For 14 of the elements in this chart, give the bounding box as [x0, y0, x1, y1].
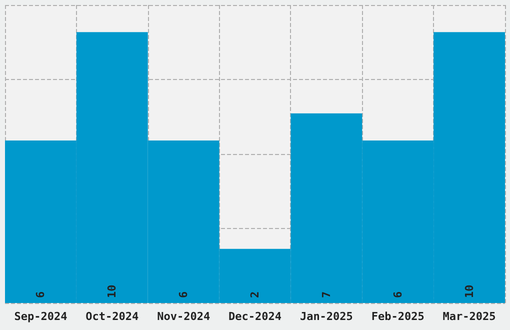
data-label: 6: [34, 291, 48, 298]
x-tick-label: Sep-2024: [14, 310, 68, 323]
data-label: 6: [177, 291, 190, 298]
data-label: 6: [391, 291, 404, 298]
x-tick-label: Nov-2024: [157, 310, 210, 323]
x-tick-label: Jan-2025: [300, 310, 353, 323]
data-label: 2: [248, 291, 262, 298]
data-label: 10: [462, 284, 476, 298]
x-tick-label: Oct-2024: [86, 310, 140, 323]
data-label: 10: [106, 284, 119, 298]
data-label: 7: [320, 291, 333, 298]
x-tick-label: Dec-2024: [228, 310, 282, 323]
x-tick-label: Feb-2025: [371, 310, 424, 323]
x-tick-label: Mar-2025: [442, 310, 496, 323]
